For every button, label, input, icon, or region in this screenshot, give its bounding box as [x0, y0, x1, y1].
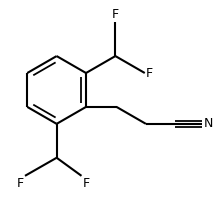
- Text: F: F: [112, 8, 119, 21]
- Text: F: F: [17, 177, 24, 190]
- Text: F: F: [146, 67, 153, 80]
- Text: F: F: [83, 177, 90, 190]
- Text: N: N: [204, 117, 213, 130]
